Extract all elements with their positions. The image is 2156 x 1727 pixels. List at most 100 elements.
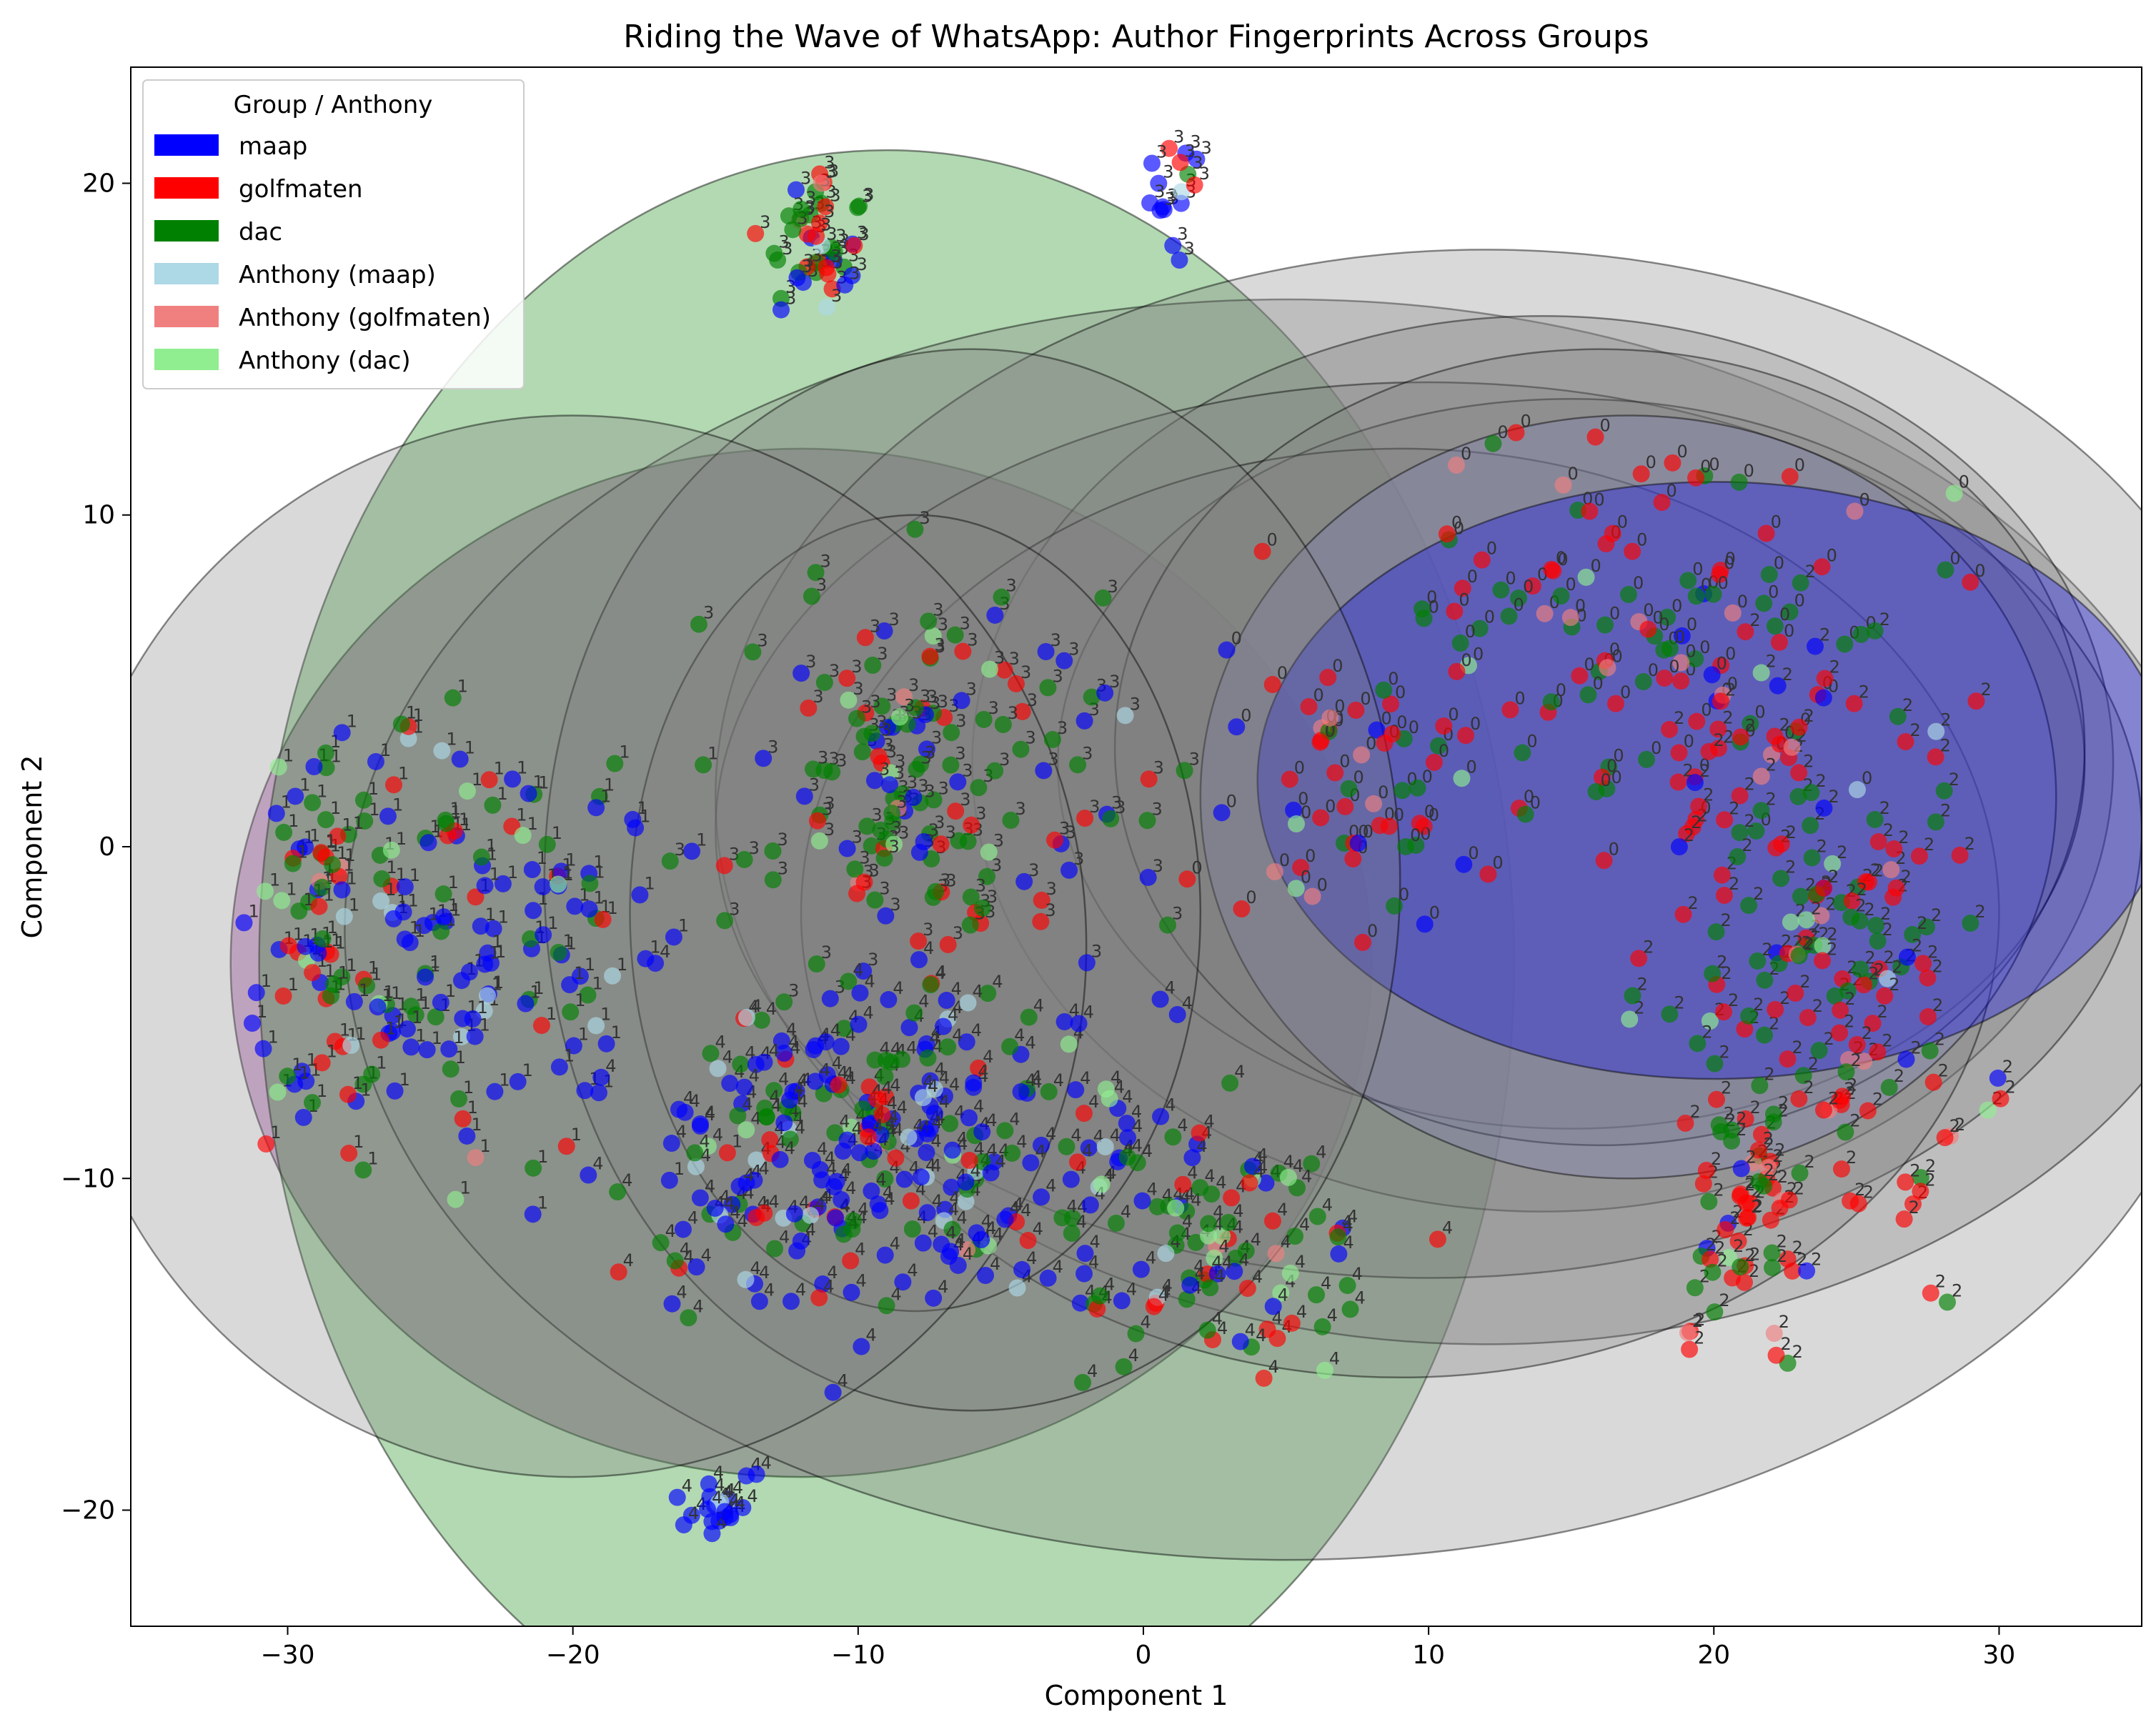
cluster-number-label: 2 xyxy=(1684,825,1694,845)
cluster-number-label: 4 xyxy=(676,1122,687,1142)
cluster-number-label: 1 xyxy=(650,937,660,957)
data-point xyxy=(920,612,938,630)
data-point xyxy=(576,1082,594,1100)
data-point xyxy=(1661,639,1679,657)
cluster-number-label: 2 xyxy=(1837,842,1847,862)
cluster-number-label: 4 xyxy=(665,1221,676,1241)
data-point xyxy=(1438,525,1456,543)
data-point xyxy=(962,888,980,906)
data-point xyxy=(1810,1042,1828,1060)
cluster-number-label: 4 xyxy=(1146,1180,1157,1200)
cluster-number-label: 4 xyxy=(1277,1200,1288,1220)
cluster-number-label: 0 xyxy=(1594,490,1604,510)
data-point xyxy=(550,943,567,961)
cluster-number-label: 0 xyxy=(1448,705,1459,725)
cluster-number-label: 4 xyxy=(1132,1116,1143,1136)
cluster-number-label: 0 xyxy=(1557,549,1568,569)
data-point xyxy=(1752,767,1770,785)
data-point xyxy=(875,622,893,640)
data-point xyxy=(340,1145,358,1163)
cluster-number-label: 1 xyxy=(477,997,488,1017)
cluster-number-label: 4 xyxy=(712,1125,723,1145)
cluster-number-label: 4 xyxy=(1114,1077,1125,1098)
data-point xyxy=(450,1090,468,1108)
cluster-number-label: 2 xyxy=(1938,1061,1949,1081)
cluster-number-label: 1 xyxy=(339,1020,350,1040)
cluster-number-label: 0 xyxy=(1439,741,1449,761)
cluster-number-label: 1 xyxy=(533,978,544,998)
legend-title: Group / Anthony xyxy=(234,91,433,119)
cluster-number-label: 4 xyxy=(995,1151,1006,1171)
data-point xyxy=(432,993,449,1011)
data-point xyxy=(718,1144,736,1162)
cluster-number-label: 4 xyxy=(688,1503,699,1523)
data-point xyxy=(878,719,896,737)
cluster-number-label: 3 xyxy=(868,861,879,881)
data-point xyxy=(1672,654,1690,672)
cluster-number-label: 0 xyxy=(1459,590,1469,610)
data-point xyxy=(1311,733,1329,751)
data-point xyxy=(1353,933,1371,951)
data-point xyxy=(587,799,605,817)
data-point xyxy=(579,986,597,1004)
data-point xyxy=(1178,870,1196,888)
data-point xyxy=(1653,494,1671,512)
cluster-number-label: 1 xyxy=(592,974,603,994)
cluster-number-label: 4 xyxy=(986,1110,997,1130)
cluster-number-label: 0 xyxy=(1659,614,1669,634)
cluster-number-label: 0 xyxy=(1768,582,1779,602)
cluster-number-label: 4 xyxy=(823,1276,834,1296)
cluster-number-label: 4 xyxy=(1252,1267,1263,1287)
cluster-number-label: 4 xyxy=(1128,1345,1139,1365)
cluster-number-label: 3 xyxy=(930,693,940,713)
cluster-number-label: 2 xyxy=(1766,755,1777,775)
data-point xyxy=(885,835,903,853)
cluster-number-label: 0 xyxy=(1451,512,1462,532)
cluster-number-label: 3 xyxy=(904,696,915,716)
cluster-number-label: 4 xyxy=(1182,1211,1193,1231)
cluster-number-label: 0 xyxy=(1617,512,1628,532)
cluster-number-label: 4 xyxy=(1354,1288,1365,1308)
data-point xyxy=(660,1171,678,1189)
data-point xyxy=(467,888,485,906)
cluster-number-label: 0 xyxy=(1246,887,1256,907)
cluster-number-label: 3 xyxy=(829,661,840,681)
cluster-number-label: 2 xyxy=(1750,1098,1761,1118)
data-point xyxy=(1536,604,1554,622)
data-point xyxy=(1936,1129,1954,1147)
data-point xyxy=(382,841,400,859)
cluster-number-label: 3 xyxy=(1015,799,1025,819)
cluster-number-label: 4 xyxy=(677,1283,687,1303)
cluster-number-label: 2 xyxy=(1849,1110,1860,1130)
cluster-number-label: 1 xyxy=(564,1045,575,1065)
data-point xyxy=(1765,1325,1783,1343)
cluster-number-label: 0 xyxy=(1424,802,1435,822)
cluster-number-label: 2 xyxy=(1980,680,1991,700)
data-point xyxy=(1713,866,1731,884)
cluster-number-label: 4 xyxy=(817,1139,828,1159)
data-point xyxy=(1803,849,1821,867)
cluster-number-label: 1 xyxy=(286,879,297,899)
cluster-number-label: 3 xyxy=(820,551,831,571)
data-point xyxy=(1927,748,1944,766)
data-point xyxy=(437,815,455,832)
cluster-number-label: 3 xyxy=(1045,900,1055,920)
cluster-number-label: 3 xyxy=(826,161,837,181)
data-point xyxy=(803,587,820,605)
cluster-number-label: 0 xyxy=(1609,639,1620,660)
data-point xyxy=(1340,780,1358,797)
legend-swatch xyxy=(154,263,219,284)
cluster-number-label: 2 xyxy=(1799,972,1810,992)
cluster-number-label: 4 xyxy=(1251,1230,1261,1250)
cluster-number-label: 3 xyxy=(1046,879,1057,899)
cluster-number-label: 1 xyxy=(499,1070,510,1090)
cluster-number-label: 1 xyxy=(562,863,573,883)
data-point xyxy=(1501,701,1519,719)
data-point xyxy=(1799,1009,1817,1027)
data-point xyxy=(1824,855,1842,872)
cluster-number-label: 3 xyxy=(1008,703,1018,723)
data-point xyxy=(1347,701,1365,719)
data-point xyxy=(1448,662,1466,680)
data-point xyxy=(915,832,933,850)
cluster-number-label: 2 xyxy=(1940,710,1951,730)
